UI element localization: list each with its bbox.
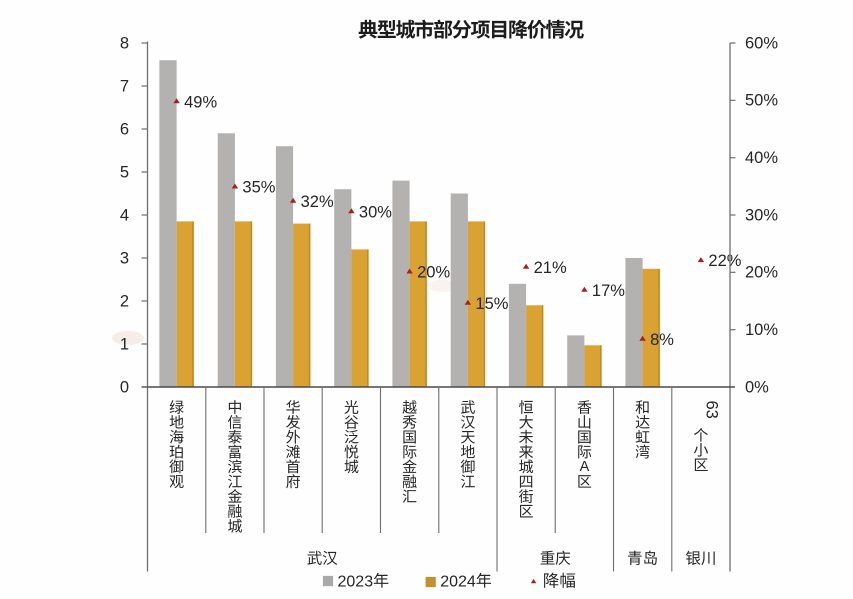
svg-text:60%: 60% bbox=[745, 34, 778, 52]
svg-text:50%: 50% bbox=[745, 92, 778, 110]
svg-text:30%: 30% bbox=[359, 203, 392, 221]
svg-text:15%: 15% bbox=[475, 295, 508, 313]
svg-text:22%: 22% bbox=[708, 252, 741, 270]
svg-text:7: 7 bbox=[120, 77, 129, 95]
svg-text:2024: 2024 bbox=[440, 573, 476, 590]
svg-text:63: 63 bbox=[703, 401, 721, 419]
svg-text:20%: 20% bbox=[417, 264, 450, 282]
svg-text:A: A bbox=[580, 459, 590, 475]
svg-text:0%: 0% bbox=[745, 378, 769, 396]
svg-text:32%: 32% bbox=[301, 193, 334, 211]
svg-text:2: 2 bbox=[120, 292, 129, 310]
svg-text:20%: 20% bbox=[745, 264, 778, 282]
svg-text:8: 8 bbox=[120, 34, 129, 52]
svg-text:49%: 49% bbox=[184, 93, 217, 111]
svg-text:3: 3 bbox=[120, 249, 129, 267]
svg-text:2023: 2023 bbox=[338, 573, 374, 590]
svg-text:8%: 8% bbox=[650, 331, 674, 349]
svg-text:1: 1 bbox=[120, 335, 129, 353]
svg-text:17%: 17% bbox=[592, 282, 625, 300]
svg-text:4: 4 bbox=[120, 206, 129, 224]
svg-text:6: 6 bbox=[120, 120, 129, 138]
svg-text:10%: 10% bbox=[745, 321, 778, 339]
svg-text:40%: 40% bbox=[745, 149, 778, 167]
svg-text:35%: 35% bbox=[242, 179, 275, 197]
svg-text:21%: 21% bbox=[534, 259, 567, 277]
svg-text:30%: 30% bbox=[745, 206, 778, 224]
svg-text:0: 0 bbox=[120, 378, 129, 396]
svg-text:5: 5 bbox=[120, 163, 129, 181]
